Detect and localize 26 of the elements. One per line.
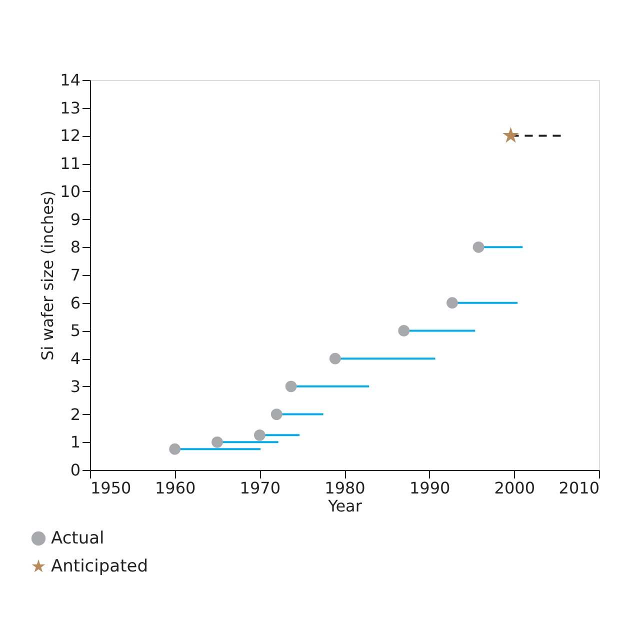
- y-tick-label: 10: [60, 182, 80, 201]
- y-tick-label: 7: [70, 266, 80, 284]
- y-tick-label: 6: [70, 293, 80, 312]
- y-tick-label: 2: [70, 404, 80, 424]
- legend-label: Actual: [51, 528, 104, 548]
- legend-label: Anticipated: [51, 556, 148, 576]
- y-tick-label: 11: [60, 154, 80, 174]
- x-tick-label: 1990: [409, 478, 450, 498]
- x-axis-title: Year: [327, 496, 362, 516]
- y-tick-label: 0: [70, 460, 80, 480]
- x-tick-label: 1970: [240, 478, 281, 498]
- y-tick-label: 13: [60, 98, 80, 118]
- x-tick-label: 2010: [558, 478, 600, 498]
- x-tick-label: 1980: [324, 478, 366, 498]
- y-tick-label: 9: [70, 210, 80, 229]
- y-tick-label: 1: [70, 432, 80, 452]
- y-tick-label: 4: [70, 349, 80, 368]
- x-tick-label: 1950: [90, 478, 132, 498]
- x-tick-label: 2000: [494, 478, 536, 498]
- x-tick-label: 1960: [154, 478, 196, 498]
- y-tick-label: 3: [70, 376, 80, 396]
- y-tick-label: 8: [70, 238, 80, 257]
- y-tick-label: 12: [60, 126, 80, 146]
- y-axis-title: Si wafer size (inches): [38, 190, 58, 361]
- y-tick-label: 5: [70, 321, 80, 340]
- y-tick-label: 14: [60, 70, 80, 90]
